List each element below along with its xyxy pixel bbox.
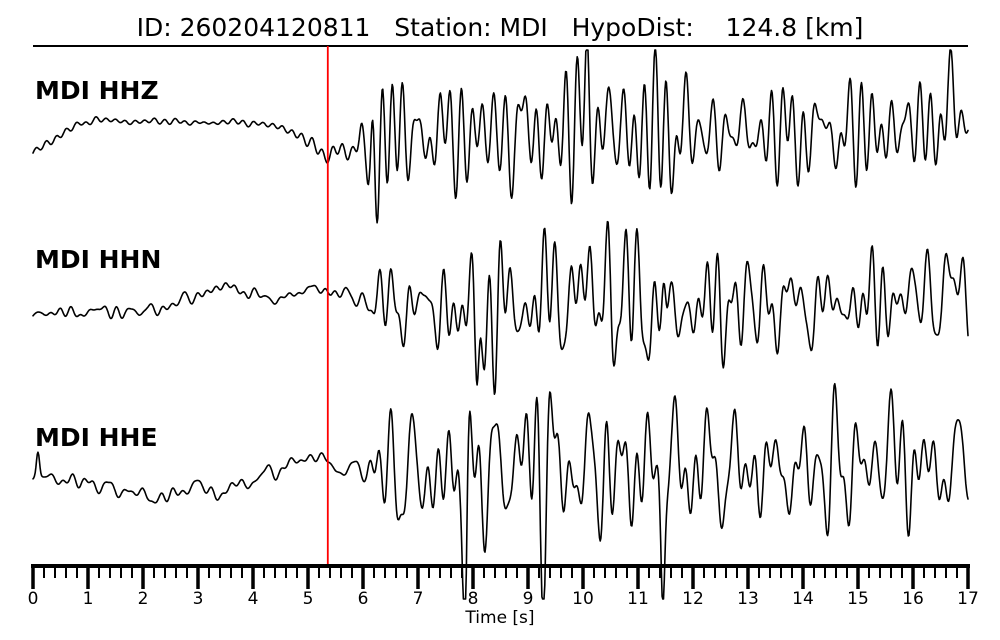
x-axis-label: Time [s] xyxy=(464,608,534,628)
x-axis-tick-label: 15 xyxy=(847,589,869,609)
waveform-traces xyxy=(32,49,969,600)
x-axis-tick-label: 12 xyxy=(682,589,704,609)
trace-label-hhe: MDI HHE xyxy=(35,423,158,452)
waveform-trace-hhz xyxy=(32,49,969,224)
x-axis-tick-labels: 0 1 2 3 4 5 6 7 8 9 10 11 12 13 14 15 16 17 xyxy=(28,589,979,609)
x-axis-ticks xyxy=(31,566,970,589)
x-axis-tick-label: 13 xyxy=(737,589,759,609)
x-axis-tick-label: 16 xyxy=(902,589,924,609)
x-axis-tick-label: 8 xyxy=(468,589,479,609)
x-axis-tick-label: 17 xyxy=(957,589,979,609)
x-axis-tick-label: 1 xyxy=(83,589,94,609)
x-axis-tick-label: 14 xyxy=(792,589,814,609)
waveform-trace-hhe xyxy=(32,382,969,600)
x-axis-tick-label: 9 xyxy=(523,589,534,609)
trace-label-hhn: MDI HHN xyxy=(35,245,161,274)
trace-label-hhz: MDI HHZ xyxy=(35,76,159,105)
x-axis-tick-label: 5 xyxy=(303,589,314,609)
x-axis-tick-label: 7 xyxy=(413,589,424,609)
x-axis-tick-label: 11 xyxy=(627,589,649,609)
plot-title: ID: 260204120811 Station: MDI HypoDist: … xyxy=(137,13,864,42)
x-axis: 0 1 2 3 4 5 6 7 8 9 10 11 12 13 14 15 16 17 Time [s] xyxy=(28,564,979,628)
x-axis-tick-label: 0 xyxy=(28,589,39,609)
x-axis-tick-label: 10 xyxy=(572,589,594,609)
x-axis-tick-label: 4 xyxy=(248,589,259,609)
waveform-trace-hhn xyxy=(32,220,969,395)
x-axis-tick-label: 3 xyxy=(193,589,204,609)
x-axis-tick-label: 6 xyxy=(358,589,369,609)
x-axis-tick-label: 2 xyxy=(138,589,149,609)
